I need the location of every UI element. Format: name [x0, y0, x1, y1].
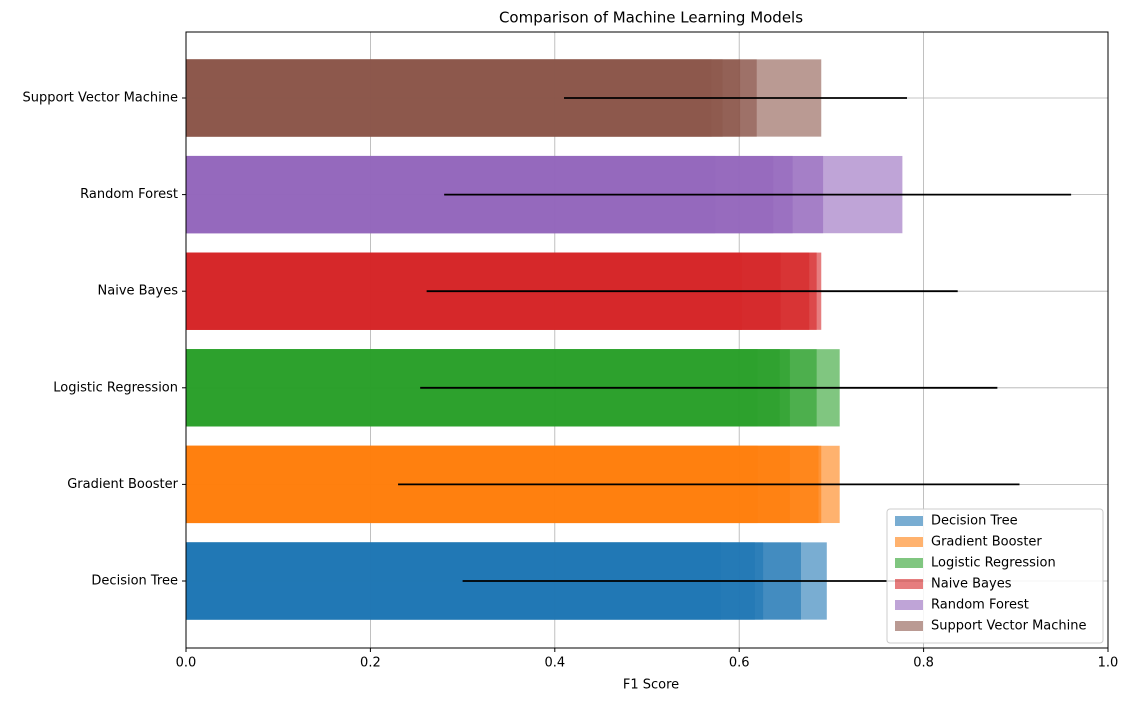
legend-label: Gradient Booster: [931, 535, 1042, 550]
legend-swatch: [895, 600, 923, 610]
legend-swatch: [895, 558, 923, 568]
x-tick-label: 0.8: [913, 656, 934, 671]
x-tick-label: 0.0: [176, 656, 197, 671]
legend-label: Logistic Regression: [931, 556, 1056, 571]
legend-label: Naive Bayes: [931, 577, 1012, 592]
legend-swatch: [895, 537, 923, 547]
y-tick-label: Decision Tree: [91, 574, 178, 589]
chart-title: Comparison of Machine Learning Models: [499, 9, 803, 27]
y-tick-label: Gradient Booster: [67, 477, 178, 492]
y-tick-label: Naive Bayes: [98, 284, 179, 299]
legend-label: Support Vector Machine: [931, 619, 1087, 634]
x-tick-label: 0.4: [544, 656, 565, 671]
legend-swatch: [895, 621, 923, 631]
y-tick-label: Support Vector Machine: [23, 91, 179, 106]
x-tick-label: 0.6: [729, 656, 750, 671]
legend-swatch: [895, 579, 923, 589]
legend-label: Random Forest: [931, 598, 1029, 613]
plot-frame: [185, 31, 1109, 649]
x-tick-label: 0.2: [360, 656, 381, 671]
legend-box: [886, 508, 1104, 644]
legend-label: Decision Tree: [931, 514, 1018, 529]
legend: Decision Tree Gradient Booster Logistic Re…: [886, 508, 1104, 644]
legend-swatch: [895, 516, 923, 526]
y-tick-label: Logistic Regression: [53, 380, 178, 395]
y-tick-label: Random Forest: [80, 187, 178, 202]
x-axis-label: F1 Score: [623, 678, 679, 693]
x-tick-label: 1.0: [1098, 656, 1119, 671]
